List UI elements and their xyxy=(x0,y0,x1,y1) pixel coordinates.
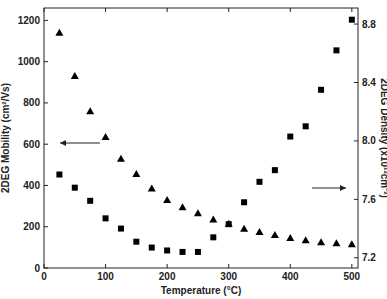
y-tick-label: 600 xyxy=(23,139,40,150)
x-tick xyxy=(228,264,229,268)
x-tick-label: 200 xyxy=(159,271,176,282)
y2-tick xyxy=(354,257,358,258)
square-point xyxy=(226,221,232,227)
pointer-arrowhead xyxy=(340,185,346,191)
triangle-point xyxy=(132,170,140,177)
y-tick-label: 0 xyxy=(34,263,40,274)
triangle-point xyxy=(179,203,187,210)
y2-tick-label: 8.4 xyxy=(362,77,376,88)
chart-svg: 0 100 200 300 400 500 0 200 400 600 800 1000 1200 7.2… xyxy=(0,0,387,299)
triangle-point xyxy=(194,209,202,216)
y2-tick xyxy=(354,24,358,25)
x-tick-label: 0 xyxy=(41,271,47,282)
y2-axis-title: 2DEG Density (x10¹²cm⁻²) xyxy=(379,78,387,198)
triangle-point xyxy=(286,234,294,241)
square-point xyxy=(72,185,78,191)
x-tick-top xyxy=(105,8,106,12)
triangle-point xyxy=(348,240,356,247)
triangle-point xyxy=(55,29,63,36)
plot-frame xyxy=(44,8,358,268)
x-tick-label: 100 xyxy=(97,271,114,282)
y-tick-label: 800 xyxy=(23,97,40,108)
y2-tick xyxy=(354,82,358,83)
y2-tick xyxy=(354,199,358,200)
chart-container: 0 100 200 300 400 500 0 200 400 600 800 1000 1200 7.2… xyxy=(0,0,387,299)
x-axis-title: Temperature (°C) xyxy=(161,285,242,296)
x-tick xyxy=(290,264,291,268)
x-tick-top xyxy=(351,8,352,12)
square-point xyxy=(180,249,186,255)
y2-tick-label: 8.8 xyxy=(362,19,376,30)
x-tick xyxy=(105,264,106,268)
triangle-point xyxy=(332,239,340,246)
x-tick-label: 500 xyxy=(343,271,360,282)
y-tick xyxy=(44,144,48,145)
triangle-point xyxy=(317,238,325,245)
y-tick-label: 1200 xyxy=(18,15,41,26)
triangle-point xyxy=(240,225,248,232)
y2-tick-label: 7.2 xyxy=(362,252,376,263)
y-tick xyxy=(44,185,48,186)
triangle-point xyxy=(163,196,171,203)
x-tick-top xyxy=(44,8,45,12)
triangle-point xyxy=(225,220,233,227)
y-tick xyxy=(44,102,48,103)
y-tick-label: 400 xyxy=(23,180,40,191)
x-tick-label: 400 xyxy=(282,271,299,282)
square-point xyxy=(333,47,339,53)
square-point xyxy=(318,87,324,93)
y-tick-label: 200 xyxy=(23,221,40,232)
x-tick-label: 300 xyxy=(220,271,237,282)
y-tick-label: 1000 xyxy=(18,56,41,67)
y-axis-title: 2DEG Mobility (cm²/Vs) xyxy=(0,83,11,193)
square-point xyxy=(103,215,109,221)
y-tick xyxy=(44,20,48,21)
square-point xyxy=(303,123,309,129)
square-point xyxy=(256,179,262,185)
y-tick xyxy=(44,61,48,62)
square-point xyxy=(195,249,201,255)
x-tick xyxy=(351,264,352,268)
square-point xyxy=(287,134,293,140)
triangle-point xyxy=(86,107,94,114)
square-point xyxy=(272,167,278,173)
triangle-point xyxy=(102,133,110,140)
pointer-arrowhead xyxy=(60,140,66,146)
y-tick xyxy=(44,226,48,227)
triangle-point xyxy=(302,236,310,243)
x-tick-top xyxy=(228,8,229,12)
y-tick xyxy=(44,268,48,269)
triangle-point xyxy=(71,72,79,79)
square-point xyxy=(349,17,355,23)
square-point xyxy=(133,239,139,245)
x-tick xyxy=(167,264,168,268)
triangle-point xyxy=(209,216,217,223)
plot-area xyxy=(55,17,355,255)
x-tick-top xyxy=(167,8,168,12)
square-point xyxy=(87,198,93,204)
triangle-point xyxy=(148,185,156,192)
square-point xyxy=(118,226,124,232)
square-point xyxy=(56,172,62,178)
y2-tick-label: 8.0 xyxy=(362,135,376,146)
square-point xyxy=(149,245,155,251)
triangle-point xyxy=(255,228,263,235)
y2-tick-label: 7.6 xyxy=(362,194,376,205)
y2-tick xyxy=(354,140,358,141)
square-point xyxy=(241,199,247,205)
triangle-point xyxy=(271,231,279,238)
square-point xyxy=(164,247,170,253)
x-tick-top xyxy=(290,8,291,12)
triangle-point xyxy=(117,155,125,162)
square-point xyxy=(210,234,216,240)
x-tick xyxy=(44,264,45,268)
